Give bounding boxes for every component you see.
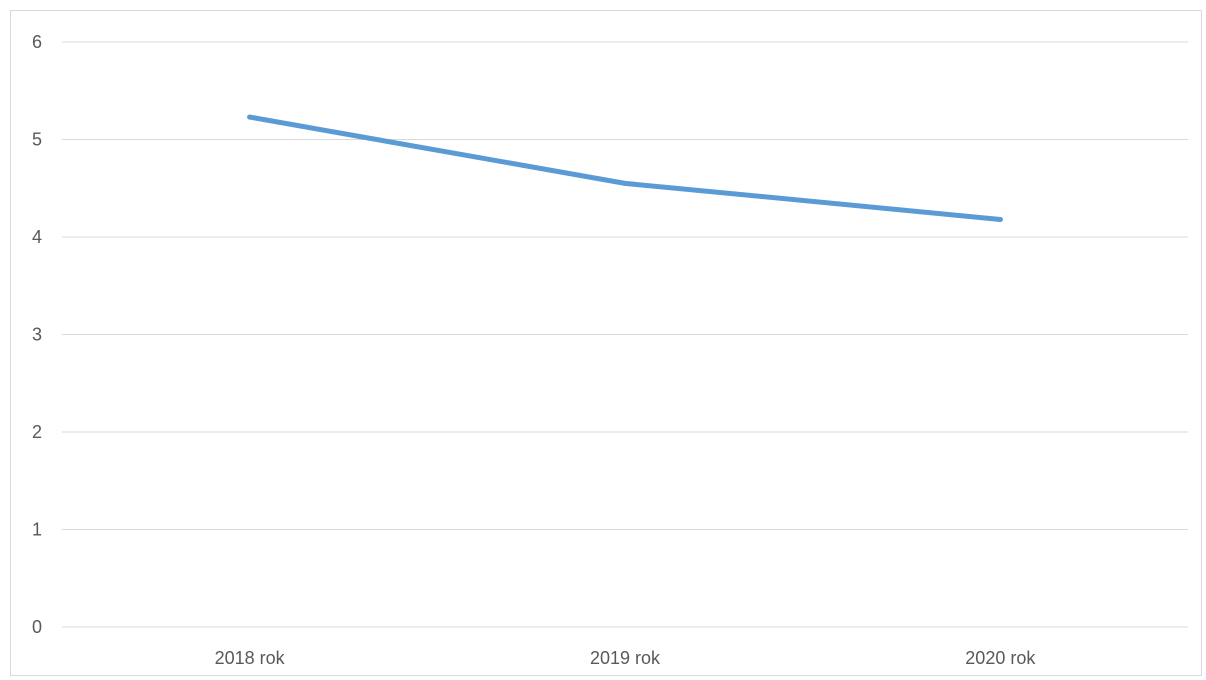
data-point (622, 180, 628, 186)
data-point (997, 216, 1003, 222)
x-axis-tick-labels: 2018 rok 2019 rok 2020 rok (215, 648, 1037, 668)
y-tick-label: 3 (32, 325, 42, 345)
x-tick-label: 2019 rok (590, 648, 661, 668)
series-group (247, 114, 1003, 222)
y-tick-label: 2 (32, 422, 42, 442)
y-tick-label: 0 (32, 617, 42, 637)
y-tick-label: 6 (32, 32, 42, 52)
chart-frame (10, 10, 1202, 676)
x-tick-label: 2018 rok (215, 648, 286, 668)
y-axis-tick-labels: 0 1 2 3 4 5 6 (32, 32, 42, 637)
y-tick-label: 4 (32, 227, 42, 247)
y-tick-label: 5 (32, 130, 42, 150)
series-line-0 (247, 114, 1003, 222)
y-tick-label: 1 (32, 520, 42, 540)
gridlines (62, 41, 1188, 628)
x-tick-label: 2020 rok (965, 648, 1036, 668)
data-point (247, 114, 253, 120)
